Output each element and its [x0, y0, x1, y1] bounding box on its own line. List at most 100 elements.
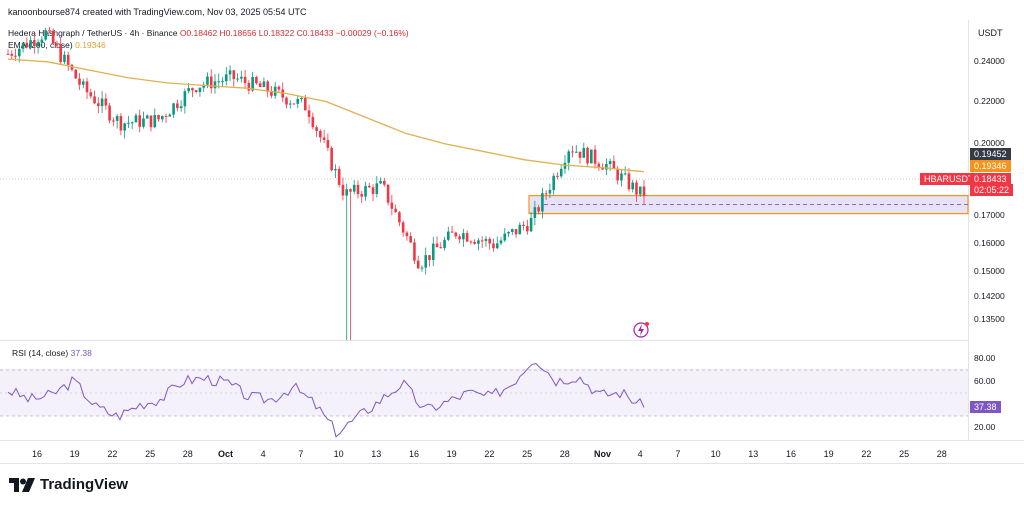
symbol-tag[interactable]: HBARUSDT	[920, 173, 978, 185]
candle-body	[296, 98, 300, 104]
ohlc-values: O0.18462 H0.18656 L0.18322 C0.18433 −0.0…	[179, 28, 409, 38]
candle-body	[642, 186, 646, 197]
alert-flash-icon[interactable]	[633, 322, 649, 338]
time-tick: 4	[637, 449, 643, 459]
candle-body	[44, 30, 47, 40]
candle-body	[322, 137, 326, 140]
candles-group	[6, 26, 646, 340]
price-tick: 0.22000	[974, 96, 1005, 106]
candle-body	[492, 243, 495, 249]
candle-body	[145, 115, 149, 119]
candle-body	[559, 168, 563, 177]
time-tick: 22	[484, 449, 495, 459]
candle-body	[14, 55, 17, 57]
rsi-legend[interactable]: RSI (14, close) 37.38	[12, 348, 92, 358]
candle-body	[518, 224, 522, 235]
candle-body	[36, 42, 40, 47]
candle-body	[435, 243, 439, 248]
candle-body	[586, 147, 589, 164]
ema-line	[7, 58, 645, 173]
candle-body	[59, 45, 62, 63]
high-price-tag: 0.19452	[970, 148, 1011, 160]
candle-body	[405, 232, 409, 237]
candle-body	[450, 231, 454, 233]
price-tick: 0.17000	[974, 210, 1005, 220]
candle-body	[194, 90, 198, 92]
candle-body	[488, 238, 492, 244]
rsi-tick: 20.00	[974, 422, 996, 432]
candle-body	[10, 53, 14, 56]
candle-body	[51, 30, 55, 44]
candle-body	[202, 84, 205, 88]
candle-body	[21, 42, 25, 49]
candle-body	[285, 97, 288, 105]
candle-body	[360, 194, 364, 197]
price-tick: 0.16000	[974, 238, 1005, 248]
candle-body	[270, 91, 273, 96]
candle-body	[605, 163, 608, 170]
price-tick: 0.13500	[974, 314, 1005, 324]
candle-body	[251, 76, 254, 91]
rsi-value: 37.38	[70, 348, 92, 358]
candle-body	[544, 193, 548, 195]
rsi-band-fill	[0, 368, 968, 417]
symbol-legend[interactable]: Hedera Hashgraph / TetherUS · 4h · Binan…	[8, 28, 409, 38]
candle-body	[232, 70, 236, 80]
candle-body	[401, 222, 405, 233]
time-tick: 16	[31, 449, 43, 459]
last-price-tag: 0.18433	[970, 173, 1011, 185]
candle-body	[213, 81, 217, 89]
candle-body	[119, 116, 123, 131]
candle-body	[55, 43, 59, 46]
candle-body	[623, 173, 627, 175]
time-tick: 28	[936, 449, 947, 459]
candle-body	[590, 149, 593, 164]
candle-body	[375, 183, 379, 194]
candle-body	[108, 105, 111, 121]
ema-legend[interactable]: EMA (200, close) 0.19346	[8, 40, 106, 50]
time-tick: Oct	[217, 449, 234, 459]
candle-body	[48, 30, 51, 32]
candle-body	[556, 175, 559, 177]
time-tick: 28	[182, 449, 193, 459]
candle-body	[390, 202, 394, 209]
time-tick: 13	[371, 449, 382, 459]
rsi-tick: 80.00	[974, 353, 996, 363]
time-tick: 10	[333, 449, 344, 459]
currency-unit[interactable]: USDT	[978, 28, 1003, 38]
time-tick: 19	[69, 449, 80, 459]
candle-body	[574, 151, 578, 153]
candle-body	[480, 240, 484, 242]
rsi-last-tag: 37.38	[970, 401, 1001, 413]
candle-body	[123, 123, 126, 131]
candle-body	[255, 76, 258, 84]
tradingview-wordmark: TradingView	[40, 476, 129, 493]
candle-body	[601, 167, 604, 170]
candle-body	[153, 114, 157, 128]
candle-body	[209, 76, 213, 89]
time-tick: 25	[145, 449, 156, 459]
time-tick: 4	[260, 449, 266, 459]
candle-body	[130, 122, 134, 124]
candle-body	[288, 103, 292, 105]
candle-body	[81, 81, 85, 85]
candle-body	[29, 40, 32, 48]
time-tick: 10	[710, 449, 721, 459]
candle-body	[115, 116, 119, 121]
candle-body	[462, 233, 465, 240]
rsi-tick: 60.00	[974, 376, 996, 386]
tradingview-logo[interactable]: TradingView	[9, 476, 128, 493]
candle-body	[367, 185, 371, 188]
candle-body	[104, 98, 108, 106]
candle-body	[495, 243, 499, 249]
candle-body	[40, 39, 44, 43]
time-tick: 25	[522, 449, 533, 459]
candle-body	[334, 168, 337, 171]
ema-price-tag: 0.19346	[970, 160, 1011, 172]
candle-body	[510, 229, 514, 232]
candle-body	[608, 160, 612, 164]
candle-body	[191, 88, 194, 91]
candle-body	[428, 255, 431, 260]
